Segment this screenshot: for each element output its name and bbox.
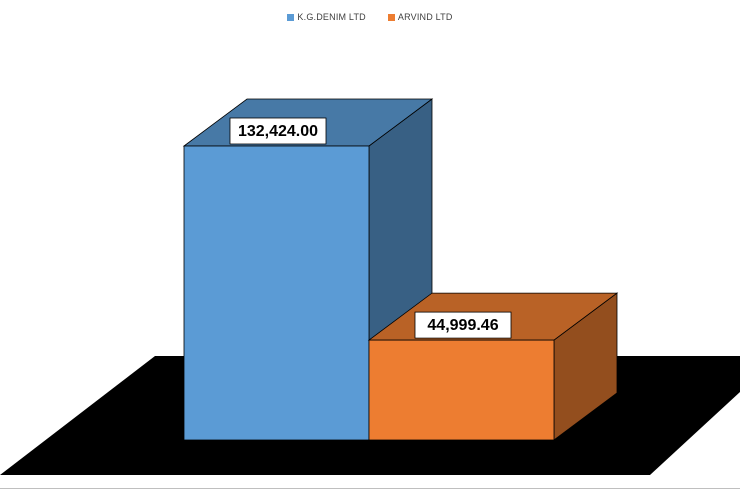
bar-arvind (368, 339, 555, 441)
data-label-box-arvind (414, 311, 512, 339)
data-label-box-kg-denim (229, 117, 327, 145)
data-label-arvind: 44,999.46 (427, 317, 498, 334)
bar-kg-denim (183, 145, 370, 441)
legend-swatch-arvind (387, 13, 395, 21)
bottom-divider (0, 488, 740, 489)
legend-item-arvind: ARVIND LTD (387, 12, 453, 22)
data-label-kg-denim: 132,424.00 (238, 123, 318, 140)
bar-group: 132,424.00 44,999.46 (182, 98, 619, 441)
legend-item-kg-denim: K.G.DENIM LTD (287, 12, 366, 22)
legend-label-kg-denim: K.G.DENIM LTD (297, 12, 366, 22)
legend-swatch-kg-denim (287, 13, 295, 21)
chart-legend: K.G.DENIM LTD ARVIND LTD (0, 12, 740, 22)
legend-label-arvind: ARVIND LTD (397, 12, 453, 22)
